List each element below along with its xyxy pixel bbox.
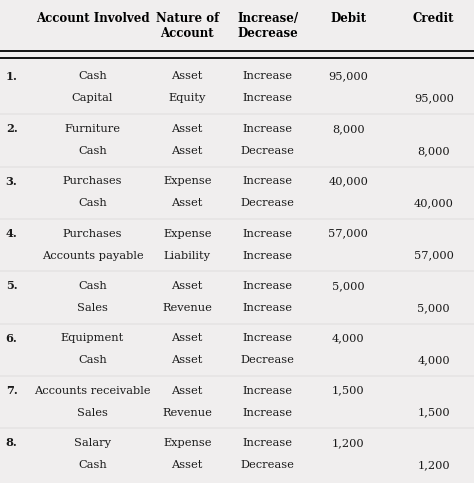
Text: Nature of
Account: Nature of Account [155, 12, 219, 40]
Text: 4,000: 4,000 [332, 333, 365, 343]
Text: 2.: 2. [6, 123, 18, 134]
Text: Sales: Sales [77, 408, 108, 417]
Text: 6.: 6. [6, 333, 18, 344]
Text: Increase: Increase [243, 281, 293, 291]
Text: 40,000: 40,000 [328, 176, 368, 186]
Text: 5,000: 5,000 [418, 303, 450, 313]
Text: Increase: Increase [243, 385, 293, 396]
Text: Equipment: Equipment [61, 333, 124, 343]
Text: 4,000: 4,000 [418, 355, 450, 365]
Text: Equity: Equity [169, 94, 206, 103]
Text: Liability: Liability [164, 251, 211, 260]
Text: Asset: Asset [172, 333, 203, 343]
Text: Increase/
Decrease: Increase/ Decrease [237, 12, 298, 40]
Text: Accounts payable: Accounts payable [42, 251, 143, 260]
Text: 3.: 3. [6, 176, 18, 186]
Text: Cash: Cash [78, 355, 107, 365]
Text: Increase: Increase [243, 124, 293, 134]
Text: Expense: Expense [163, 176, 211, 186]
Text: 5.: 5. [6, 280, 18, 291]
Text: Increase: Increase [243, 438, 293, 448]
Text: Salary: Salary [74, 438, 111, 448]
Text: 1,500: 1,500 [332, 385, 365, 396]
Text: Sales: Sales [77, 303, 108, 313]
Text: Increase: Increase [243, 176, 293, 186]
Text: Cash: Cash [78, 281, 107, 291]
Text: Increase: Increase [243, 71, 293, 82]
Text: 95,000: 95,000 [328, 71, 368, 82]
Text: Asset: Asset [172, 198, 203, 208]
Text: 95,000: 95,000 [414, 94, 454, 103]
Text: 4.: 4. [6, 228, 18, 239]
Text: Capital: Capital [72, 94, 113, 103]
Text: Credit: Credit [413, 12, 455, 25]
Text: Cash: Cash [78, 460, 107, 470]
Text: Decrease: Decrease [241, 146, 295, 156]
Text: Account Involved: Account Involved [36, 12, 149, 25]
Text: Increase: Increase [243, 94, 293, 103]
Text: Increase: Increase [243, 251, 293, 260]
Text: Decrease: Decrease [241, 355, 295, 365]
Text: Expense: Expense [163, 228, 211, 239]
Text: Furniture: Furniture [64, 124, 120, 134]
Text: Asset: Asset [172, 460, 203, 470]
Text: Revenue: Revenue [162, 303, 212, 313]
Text: Asset: Asset [172, 385, 203, 396]
Text: Cash: Cash [78, 198, 107, 208]
Text: 57,000: 57,000 [328, 228, 368, 239]
Text: Increase: Increase [243, 303, 293, 313]
Text: Accounts receivable: Accounts receivable [34, 385, 151, 396]
Text: Debit: Debit [330, 12, 366, 25]
Text: 8,000: 8,000 [332, 124, 365, 134]
Text: Purchases: Purchases [63, 228, 122, 239]
Text: 1.: 1. [6, 71, 18, 82]
Text: Expense: Expense [163, 438, 211, 448]
Text: Decrease: Decrease [241, 198, 295, 208]
Text: Asset: Asset [172, 355, 203, 365]
Text: 1,500: 1,500 [418, 408, 450, 417]
Text: 57,000: 57,000 [414, 251, 454, 260]
Text: Asset: Asset [172, 146, 203, 156]
Text: 8,000: 8,000 [418, 146, 450, 156]
Text: 40,000: 40,000 [414, 198, 454, 208]
Text: Purchases: Purchases [63, 176, 122, 186]
Text: 1,200: 1,200 [418, 460, 450, 470]
Text: Asset: Asset [172, 71, 203, 82]
Text: Asset: Asset [172, 281, 203, 291]
Text: Revenue: Revenue [162, 408, 212, 417]
Text: 5,000: 5,000 [332, 281, 365, 291]
Text: Increase: Increase [243, 333, 293, 343]
Text: Cash: Cash [78, 146, 107, 156]
Text: Increase: Increase [243, 228, 293, 239]
Text: Cash: Cash [78, 71, 107, 82]
Text: Asset: Asset [172, 124, 203, 134]
Text: Decrease: Decrease [241, 460, 295, 470]
Text: 1,200: 1,200 [332, 438, 365, 448]
Text: 8.: 8. [6, 438, 18, 448]
Text: 7.: 7. [6, 385, 18, 396]
Text: Increase: Increase [243, 408, 293, 417]
